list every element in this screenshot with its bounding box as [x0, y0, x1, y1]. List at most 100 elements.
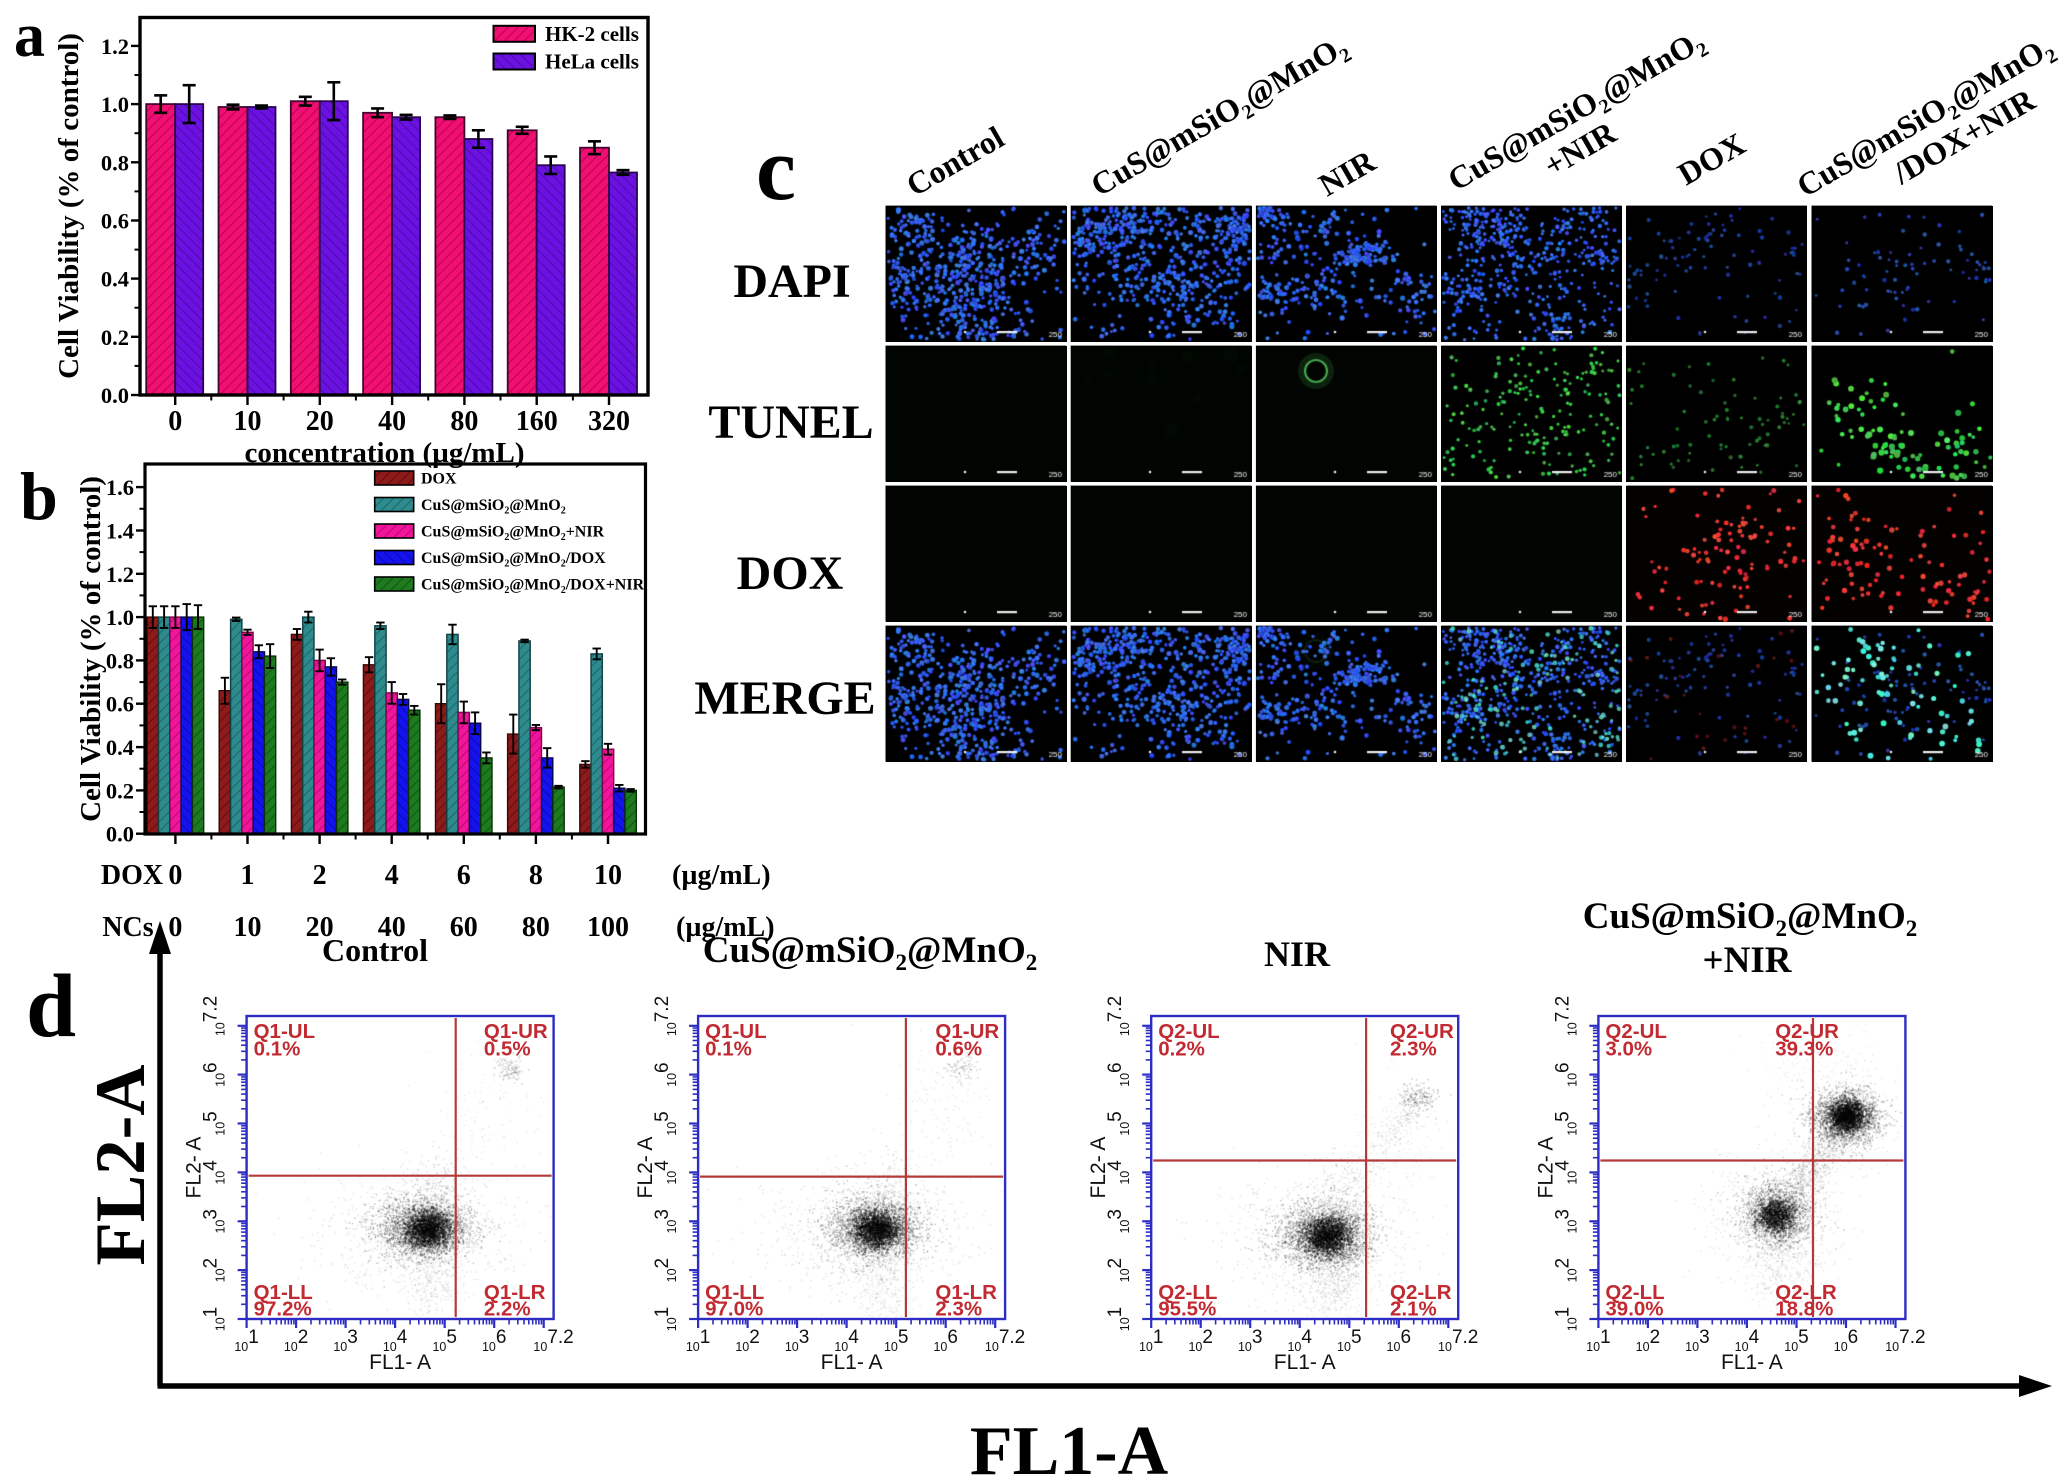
svg-text:102: 102 — [1636, 1327, 1660, 1354]
svg-text:8: 8 — [529, 860, 543, 891]
svg-text:1.0: 1.0 — [106, 605, 134, 630]
svg-text:HeLa cells: HeLa cells — [545, 50, 639, 74]
svg-text:107.2: 107.2 — [652, 996, 679, 1036]
svg-text:0.0: 0.0 — [106, 822, 134, 847]
svg-text:DOX: DOX — [1672, 125, 1752, 192]
svg-text:1.2: 1.2 — [106, 562, 134, 587]
svg-text:NCs: NCs — [102, 912, 153, 943]
svg-text:106: 106 — [652, 1062, 679, 1086]
svg-text:FL1- A: FL1- A — [1721, 1351, 1783, 1374]
svg-text:101: 101 — [686, 1327, 710, 1354]
svg-text:106: 106 — [1834, 1327, 1858, 1354]
svg-text:106: 106 — [933, 1327, 957, 1354]
svg-text:20: 20 — [306, 406, 334, 437]
svg-text:1.2: 1.2 — [101, 34, 129, 59]
svg-text:FL1- A: FL1- A — [821, 1351, 883, 1374]
svg-text:0.8: 0.8 — [101, 150, 129, 175]
svg-text:CuS@mSiO2@MnO2: CuS@mSiO2@MnO2 — [1085, 27, 1356, 207]
svg-text:MERGE: MERGE — [694, 672, 875, 725]
svg-text:0.6: 0.6 — [101, 209, 129, 234]
svg-text:104: 104 — [652, 1160, 679, 1185]
svg-text:106: 106 — [1105, 1062, 1132, 1086]
svg-text:105: 105 — [1105, 1111, 1132, 1135]
svg-text:105: 105 — [652, 1111, 679, 1135]
svg-text:103: 103 — [1552, 1209, 1579, 1233]
svg-text:FL2- A: FL2- A — [183, 1137, 206, 1199]
svg-text:101: 101 — [652, 1307, 679, 1331]
svg-text:10: 10 — [234, 912, 262, 943]
svg-text:0: 0 — [168, 860, 182, 891]
svg-text:107.2: 107.2 — [201, 996, 228, 1036]
svg-text:107.2: 107.2 — [1552, 996, 1579, 1036]
svg-text:105: 105 — [432, 1327, 456, 1354]
svg-text:103: 103 — [1238, 1327, 1262, 1354]
svg-text:TUNEL: TUNEL — [708, 396, 873, 449]
svg-text:Control: Control — [322, 932, 428, 968]
svg-text:0.2: 0.2 — [106, 778, 134, 803]
svg-text:DOX: DOX — [421, 471, 457, 488]
svg-text:CuS@mSiO2@MnO2: CuS@mSiO2@MnO2 — [703, 930, 1037, 975]
svg-text:104: 104 — [383, 1327, 408, 1354]
svg-text:0: 0 — [168, 912, 182, 943]
svg-text:(µg/mL): (µg/mL) — [676, 912, 775, 943]
svg-text:CuS@mSiO2@MnO2: CuS@mSiO2@MnO2 — [1583, 896, 1917, 941]
svg-text:Control: Control — [900, 119, 1010, 203]
svg-text:FL2-A: FL2-A — [82, 1064, 160, 1265]
svg-text:102: 102 — [1105, 1258, 1132, 1282]
svg-text:107.2: 107.2 — [1438, 1327, 1478, 1354]
svg-text:103: 103 — [785, 1327, 809, 1354]
svg-text:101: 101 — [201, 1307, 228, 1331]
svg-text:106: 106 — [201, 1062, 228, 1086]
svg-text:80: 80 — [522, 912, 550, 943]
svg-text:0: 0 — [168, 406, 182, 437]
svg-text:20: 20 — [306, 912, 334, 943]
svg-text:NIR: NIR — [1313, 142, 1383, 203]
svg-text:CuS@mSiO2@MnO2/DOX+NIR: CuS@mSiO2@MnO2/DOX+NIR — [421, 577, 645, 597]
svg-text:40: 40 — [378, 406, 406, 437]
svg-text:106: 106 — [482, 1327, 506, 1354]
svg-text:1.0: 1.0 — [101, 92, 129, 117]
svg-text:+NIR: +NIR — [1703, 940, 1793, 981]
svg-text:10: 10 — [234, 406, 262, 437]
svg-text:104: 104 — [1735, 1327, 1760, 1354]
svg-text:HK-2 cells: HK-2 cells — [545, 22, 639, 46]
svg-text:107.2: 107.2 — [985, 1327, 1025, 1354]
svg-text:FL2- A: FL2- A — [1534, 1137, 1557, 1199]
svg-text:10: 10 — [594, 860, 622, 891]
svg-text:Cell Viability (% of control): Cell Viability (% of control) — [75, 476, 107, 822]
svg-text:6: 6 — [457, 860, 471, 891]
svg-text:102: 102 — [735, 1327, 759, 1354]
svg-text:100: 100 — [587, 912, 629, 943]
svg-text:2: 2 — [313, 860, 327, 891]
svg-text:103: 103 — [333, 1327, 357, 1354]
svg-text:DAPI: DAPI — [733, 255, 850, 308]
svg-text:105: 105 — [884, 1327, 908, 1354]
svg-text:105: 105 — [1337, 1327, 1361, 1354]
svg-text:104: 104 — [1552, 1160, 1579, 1185]
svg-text:160: 160 — [516, 406, 558, 437]
svg-text:CuS@mSiO2@MnO2: CuS@mSiO2@MnO2 — [1442, 22, 1713, 202]
svg-text:107.2: 107.2 — [1885, 1327, 1925, 1354]
svg-text:40: 40 — [378, 912, 406, 943]
svg-text:105: 105 — [1784, 1327, 1808, 1354]
svg-text:FL2- A: FL2- A — [1087, 1137, 1110, 1199]
svg-text:CuS@mSiO2@MnO2: CuS@mSiO2@MnO2 — [421, 497, 566, 517]
svg-text:101: 101 — [1105, 1307, 1132, 1331]
svg-text:1.4: 1.4 — [106, 519, 134, 544]
svg-text:DOX: DOX — [101, 860, 163, 891]
svg-text:102: 102 — [284, 1327, 308, 1354]
svg-text:1.6: 1.6 — [106, 475, 134, 500]
svg-text:104: 104 — [834, 1327, 859, 1354]
svg-text:106: 106 — [1552, 1062, 1579, 1086]
svg-text:FL1- A: FL1- A — [369, 1351, 431, 1374]
svg-text:0.4: 0.4 — [106, 735, 134, 760]
svg-text:105: 105 — [1552, 1111, 1579, 1135]
svg-text:104: 104 — [1105, 1160, 1132, 1185]
svg-text:104: 104 — [1287, 1327, 1312, 1354]
svg-text:0.4: 0.4 — [101, 267, 129, 292]
svg-text:0.2: 0.2 — [101, 325, 129, 350]
svg-text:101: 101 — [1139, 1327, 1163, 1354]
svg-text:CuS@mSiO2@MnO2/DOX: CuS@mSiO2@MnO2/DOX — [421, 550, 606, 570]
svg-text:102: 102 — [1188, 1327, 1212, 1354]
svg-text:CuS@mSiO2@MnO2+NIR: CuS@mSiO2@MnO2+NIR — [421, 524, 605, 544]
